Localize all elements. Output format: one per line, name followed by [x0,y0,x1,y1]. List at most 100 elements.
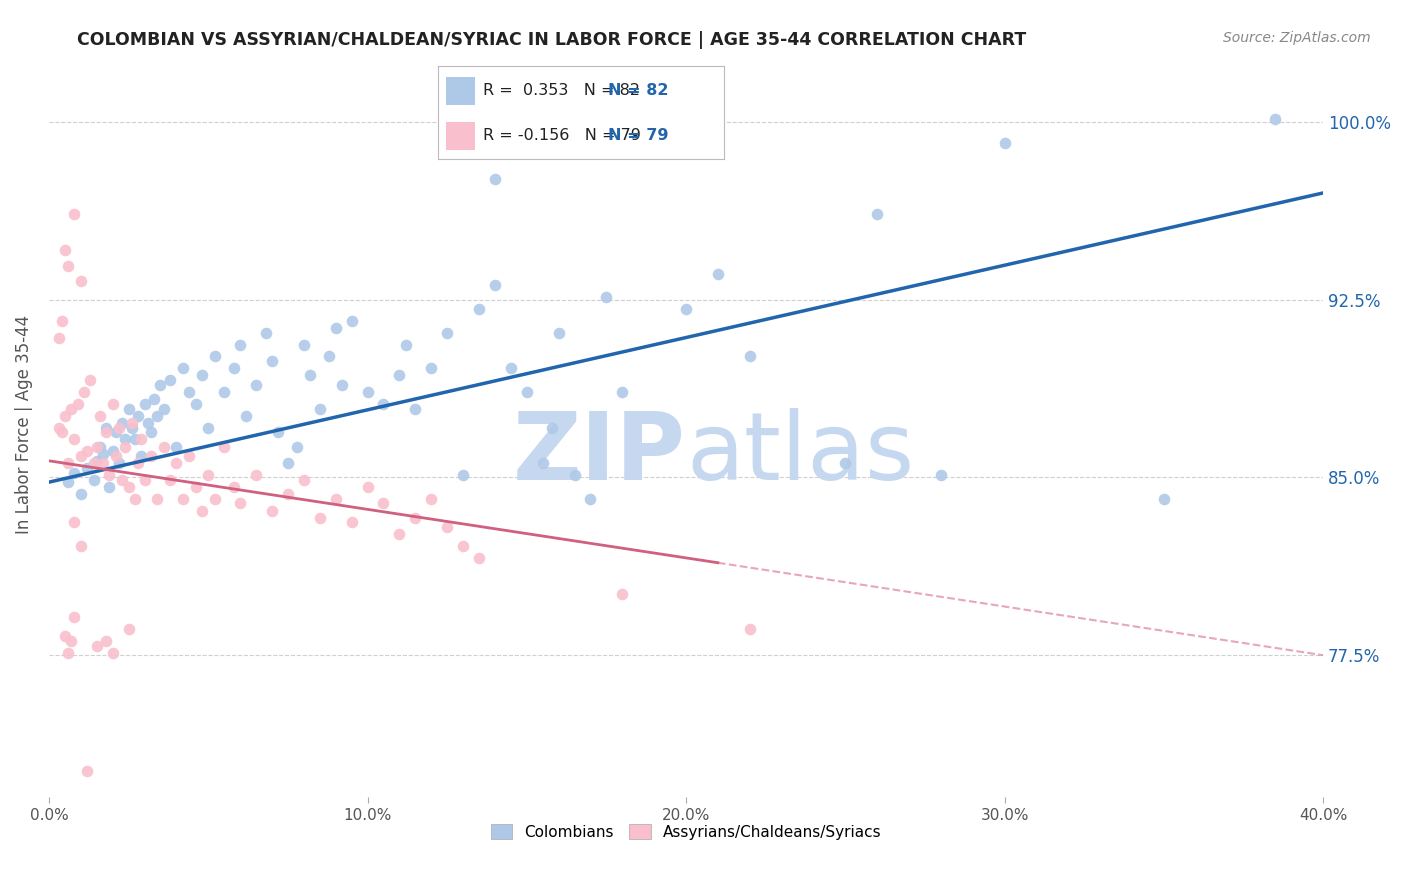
Point [121,420,143,434]
Text: atlas: atlas [686,408,914,500]
Point [48,420,70,434]
Point [139,449,162,463]
Text: Source: ZipAtlas.com: Source: ZipAtlas.com [1223,31,1371,45]
Point [499,117,522,131]
Point [330,378,353,392]
Point [124,491,146,506]
Point [388,368,411,383]
Point [73,385,96,400]
Point [79,373,101,387]
Point [86,639,108,653]
Point [994,136,1017,150]
Point [69,487,91,501]
Point [197,420,219,434]
Point [436,326,458,340]
Point [325,491,347,506]
Point [420,361,443,376]
Point [308,510,330,524]
Point [420,491,443,506]
Point [499,361,522,376]
Point [834,456,856,470]
Point [104,449,127,463]
Point [56,456,79,470]
Point [340,516,363,530]
Point [111,416,134,430]
Point [111,473,134,487]
Point [53,629,76,643]
Point [222,361,245,376]
Point [127,409,149,423]
Point [229,496,252,510]
Point [340,314,363,328]
Point [675,302,697,317]
Point [308,401,330,416]
Point [51,425,73,440]
Legend: Colombians, Assyrians/Chaldeans/Syriacs: Colombians, Assyrians/Chaldeans/Syriacs [485,818,887,846]
Point [356,385,378,400]
Point [89,409,111,423]
Point [184,480,207,494]
Point [484,278,506,293]
Point [172,361,194,376]
Point [179,385,201,400]
Point [60,401,83,416]
Point [152,401,174,416]
Point [98,468,121,483]
Point [451,539,474,553]
Point [707,267,730,281]
Point [108,456,131,470]
Point [191,503,214,517]
Y-axis label: In Labor Force | Age 35-44: In Labor Force | Age 35-44 [15,315,32,533]
Point [69,449,91,463]
Point [66,397,89,411]
Point [235,409,257,423]
Point [299,368,322,383]
Point [159,373,181,387]
Point [564,468,586,483]
Point [63,610,86,624]
Text: COLOMBIAN VS ASSYRIAN/CHALDEAN/SYRIAC IN LABOR FORCE | AGE 35-44 CORRELATION CHA: COLOMBIAN VS ASSYRIAN/CHALDEAN/SYRIAC IN… [77,31,1026,49]
Point [1153,491,1175,506]
Point [866,207,889,221]
Point [131,449,153,463]
Point [436,520,458,534]
Point [53,243,76,257]
Point [292,337,315,351]
Point [96,425,118,440]
Point [63,433,86,447]
Point [117,622,139,636]
Point [254,326,277,340]
Point [56,475,79,490]
Point [468,302,491,317]
Point [541,420,564,434]
Point [395,337,418,351]
Point [101,646,124,660]
Point [260,354,283,368]
Point [96,420,118,434]
Point [127,456,149,470]
Point [60,634,83,648]
Point [172,491,194,506]
Point [404,510,426,524]
Point [96,634,118,648]
Point [738,622,761,636]
Point [152,440,174,454]
Point [212,385,235,400]
Point [143,392,166,407]
Point [101,397,124,411]
Point [579,491,602,506]
Point [612,385,634,400]
Point [212,440,235,454]
Point [204,350,226,364]
Point [277,487,299,501]
Text: ZIP: ZIP [513,408,686,500]
Point [131,433,153,447]
Point [117,401,139,416]
Point [245,378,267,392]
Point [69,539,91,553]
Point [69,274,91,288]
Point [191,368,214,383]
Point [117,480,139,494]
Point [929,468,952,483]
Point [245,468,267,483]
